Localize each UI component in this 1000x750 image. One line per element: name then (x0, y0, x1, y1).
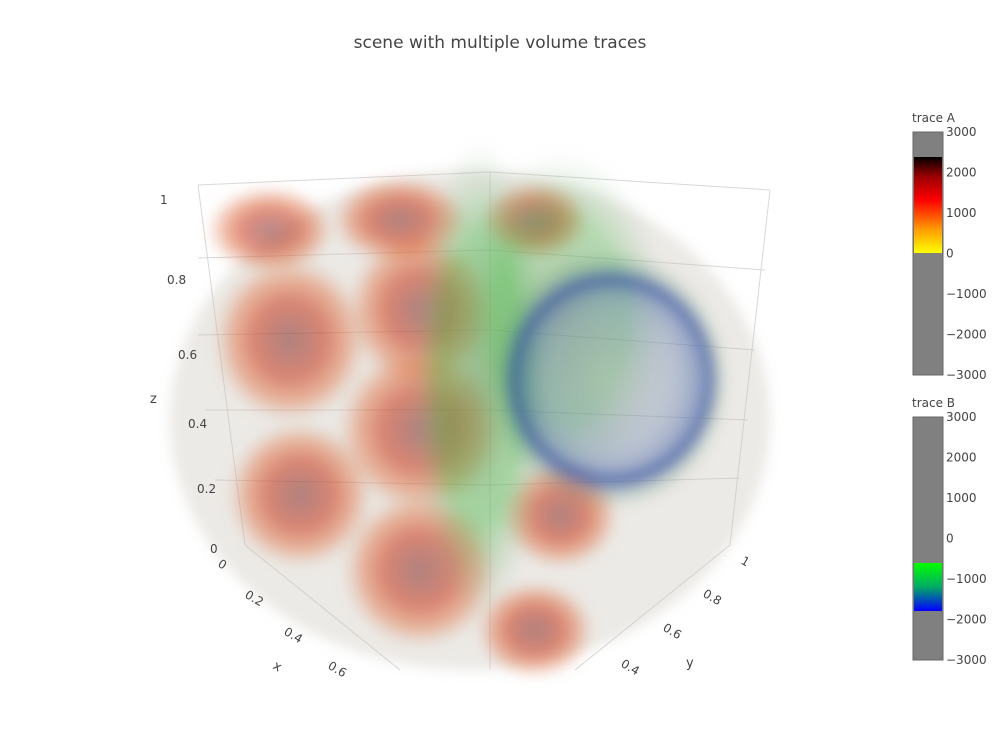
volume-blob (210, 255, 370, 425)
colorbar-tick-label: 0 (946, 532, 954, 546)
volume-traces[interactable] (170, 140, 770, 680)
colorbar-tick-label: −3000 (946, 368, 987, 382)
z-tick-label: 0 (210, 542, 218, 556)
colorbar-trace-a (912, 131, 944, 376)
colorbar-a-gradient (914, 157, 942, 253)
volume-blob (475, 580, 595, 680)
colorbar-a-title: trace A (912, 111, 955, 125)
colorbar-tick-label: 0 (946, 247, 954, 261)
x-tick-label: 0.6 (326, 658, 350, 680)
volume-blob (225, 420, 375, 570)
colorbar-tick-label: 2000 (946, 451, 977, 465)
colorbar-b-gradient (914, 563, 942, 611)
colorbar-tick-label: −1000 (946, 287, 987, 301)
y-tick-label: 1 (739, 553, 753, 569)
z-tick-label: 0.6 (178, 348, 197, 362)
colorbar-a-ticks: 3000 2000 1000 0 −1000 −2000 −3000 (946, 125, 987, 382)
chart-title: scene with multiple volume traces (353, 33, 647, 53)
y-tick-label: 0.6 (661, 620, 685, 642)
colorbar-tick-label: 1000 (946, 491, 977, 505)
colorbar-tick-label: 2000 (946, 166, 977, 180)
colorbar-trace-b (912, 416, 944, 661)
z-axis-title: z (150, 392, 157, 407)
y-tick-label: 0.8 (701, 586, 725, 608)
x-tick-label: 0.4 (282, 624, 306, 646)
volume-blob (490, 250, 730, 510)
colorbar-tick-label: −2000 (946, 328, 987, 342)
x-axis-title: x (270, 658, 284, 675)
colorbar-tick-label: 1000 (946, 206, 977, 220)
z-tick-label: 0.2 (197, 482, 216, 496)
volume-blob (205, 185, 335, 275)
z-axis-ticks: 0 0.2 0.4 0.6 0.8 1 (160, 193, 218, 556)
colorbar-tick-label: 3000 (946, 410, 977, 424)
colorbar-b-ticks: 3000 2000 1000 0 −1000 −2000 −3000 (946, 410, 987, 667)
colorbar-tick-label: −3000 (946, 653, 987, 667)
colorbar-tick-label: 3000 (946, 125, 977, 139)
y-tick-label: 0.4 (619, 656, 643, 678)
colorbar-tick-label: −1000 (946, 572, 987, 586)
z-tick-label: 0.8 (167, 273, 186, 287)
colorbar-tick-label: −2000 (946, 613, 987, 627)
colorbar-b-title: trace B (912, 396, 956, 410)
y-axis-title: y (686, 656, 694, 671)
z-tick-label: 1 (160, 193, 168, 207)
z-tick-label: 0.4 (188, 417, 207, 431)
volume-shell (507, 273, 717, 487)
